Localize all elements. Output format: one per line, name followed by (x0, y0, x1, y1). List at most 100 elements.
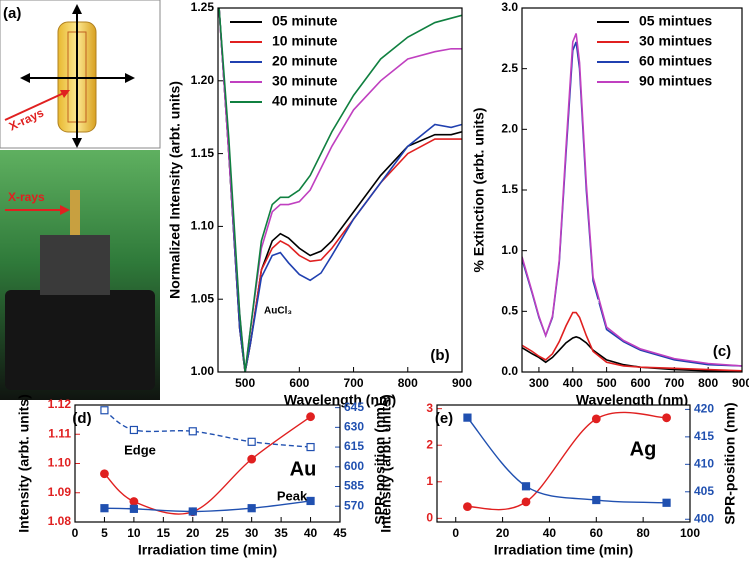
y2-tick-label: 585 (344, 479, 364, 493)
inset-label: 40m (409, 309, 429, 320)
plot-frame (74, 404, 341, 523)
arrow-head (60, 205, 70, 215)
x-tick-label: 900 (732, 376, 749, 390)
panel-a: X-rays X-rays (a) (0, 0, 161, 400)
annotation: (d) (72, 410, 91, 427)
x-tick-label: 700 (344, 376, 364, 390)
series-line (218, 8, 462, 372)
y-tick-label: 1.11 (48, 426, 71, 440)
x-tick-label: 45 (333, 526, 347, 540)
marker (129, 425, 138, 435)
legend-label: 40 minute (272, 93, 338, 109)
arrow-head (72, 138, 82, 148)
arrow-head (72, 4, 82, 14)
chart: 500 600 700 800 900 1.00 1.05 1.10 1.15 1.20 1.25 W… (167, 0, 473, 408)
y2-tick-label: 405 (694, 484, 714, 498)
series-line (522, 311, 742, 372)
y-tick-label: 2 (426, 437, 433, 451)
inset-label: 5m (607, 295, 622, 306)
x-axis-label: Wavelength (nm) (576, 392, 688, 408)
y-tick-label: 0.0 (501, 364, 518, 378)
legend-label: 10 minute (272, 33, 338, 49)
chart: 0 5 10 15 20 25 30 35 40 45 1.08 1.09 1.10 1.11 1.12 57… (16, 394, 388, 557)
inset-label: 30m (635, 295, 655, 306)
x-tick-label: 20 (496, 526, 510, 540)
marker (306, 496, 315, 506)
legend-label: 20 minute (272, 53, 338, 69)
inset-label: 20m (355, 309, 375, 320)
photo-sample (70, 190, 80, 235)
x-tick-label: 600 (289, 376, 309, 390)
chart: 0 20 40 60 80 100 0 1 2 3 400 405 410 415 420 Irradiati… (378, 394, 738, 557)
marker (247, 504, 256, 513)
x-tick-label: 35 (274, 526, 288, 540)
x-axis-label: Irradiation time (min) (494, 542, 633, 558)
x-tick-label: 400 (563, 376, 583, 390)
x-tick-label: 700 (664, 376, 684, 390)
marker (306, 412, 315, 422)
y2-tick-label: 630 (344, 420, 364, 434)
inset-label: 30m (382, 309, 402, 320)
marker (129, 504, 138, 513)
x-tick-label: 25 (216, 526, 230, 540)
x-tick-label: 30 (245, 526, 259, 540)
y2-tick-label: 400 (694, 511, 714, 525)
inset-label: AuCl₃ (264, 306, 292, 317)
x-tick-label: 100 (680, 526, 700, 540)
series-curve (466, 417, 667, 504)
marker (592, 495, 601, 505)
y-axis-label: Intensity (arbt. units) (378, 394, 394, 532)
y-tick-label: 1.10 (191, 219, 215, 233)
annotation: Edge (124, 442, 156, 457)
arrow-head (20, 73, 30, 83)
marker (188, 427, 197, 436)
x-tick-label: 300 (529, 376, 549, 390)
y2-axis-label: SPR-position (nm) (722, 402, 738, 524)
annotation: (b) (430, 347, 449, 364)
y-tick-label: 1.0 (501, 243, 518, 257)
plot-area (218, 8, 462, 372)
legend-label: 30 minute (272, 73, 338, 89)
x-tick-label: 800 (398, 376, 418, 390)
legend-label: 05 mintues (639, 13, 712, 29)
y-tick-label: 2.5 (501, 61, 518, 75)
x-tick-label: 800 (698, 376, 718, 390)
x-tick-label: 600 (630, 376, 650, 390)
inset-label: 10m (328, 309, 348, 320)
y2-tick-label: 615 (344, 439, 364, 453)
xray-label: X-rays (8, 190, 45, 204)
inset-label: 60m (666, 295, 686, 306)
photo-stage (5, 290, 155, 390)
marker (591, 414, 601, 424)
marker (188, 507, 197, 516)
inset-label: AgNO₃ (567, 295, 600, 306)
x-tick-label: 40 (543, 526, 557, 540)
y-tick-label: 1 (426, 474, 433, 488)
marker (306, 442, 315, 452)
x-tick-label: 0 (72, 526, 79, 540)
x-tick-label: 0 (452, 526, 459, 540)
photo-goniometer (40, 235, 110, 295)
marker (521, 497, 531, 507)
x-tick-label: 500 (597, 376, 617, 390)
y2-tick-label: 415 (694, 429, 714, 443)
y2-tick-label: 570 (344, 498, 364, 512)
inset-label: 90m (697, 295, 717, 306)
y-tick-label: 2.0 (501, 122, 518, 136)
arrow-head (60, 90, 70, 98)
marker (521, 482, 531, 491)
y2-axis-label: SPR-position (nm) (372, 402, 388, 524)
legend-label: 60 mintues (639, 53, 712, 69)
y-axis-label: Normalized Intensity (arbt. units) (167, 81, 183, 299)
y2-tick-label: 645 (344, 400, 364, 414)
marker (100, 469, 109, 479)
series-line (218, 8, 462, 372)
y-axis-label: Intensity (arbt. units) (16, 394, 32, 532)
y2-tick-label: 410 (694, 456, 714, 470)
x-tick-label: 20 (186, 526, 200, 540)
xray-arrow (4, 91, 67, 121)
x-tick-label: 15 (157, 526, 171, 540)
y2-tick-label: 600 (344, 459, 364, 473)
